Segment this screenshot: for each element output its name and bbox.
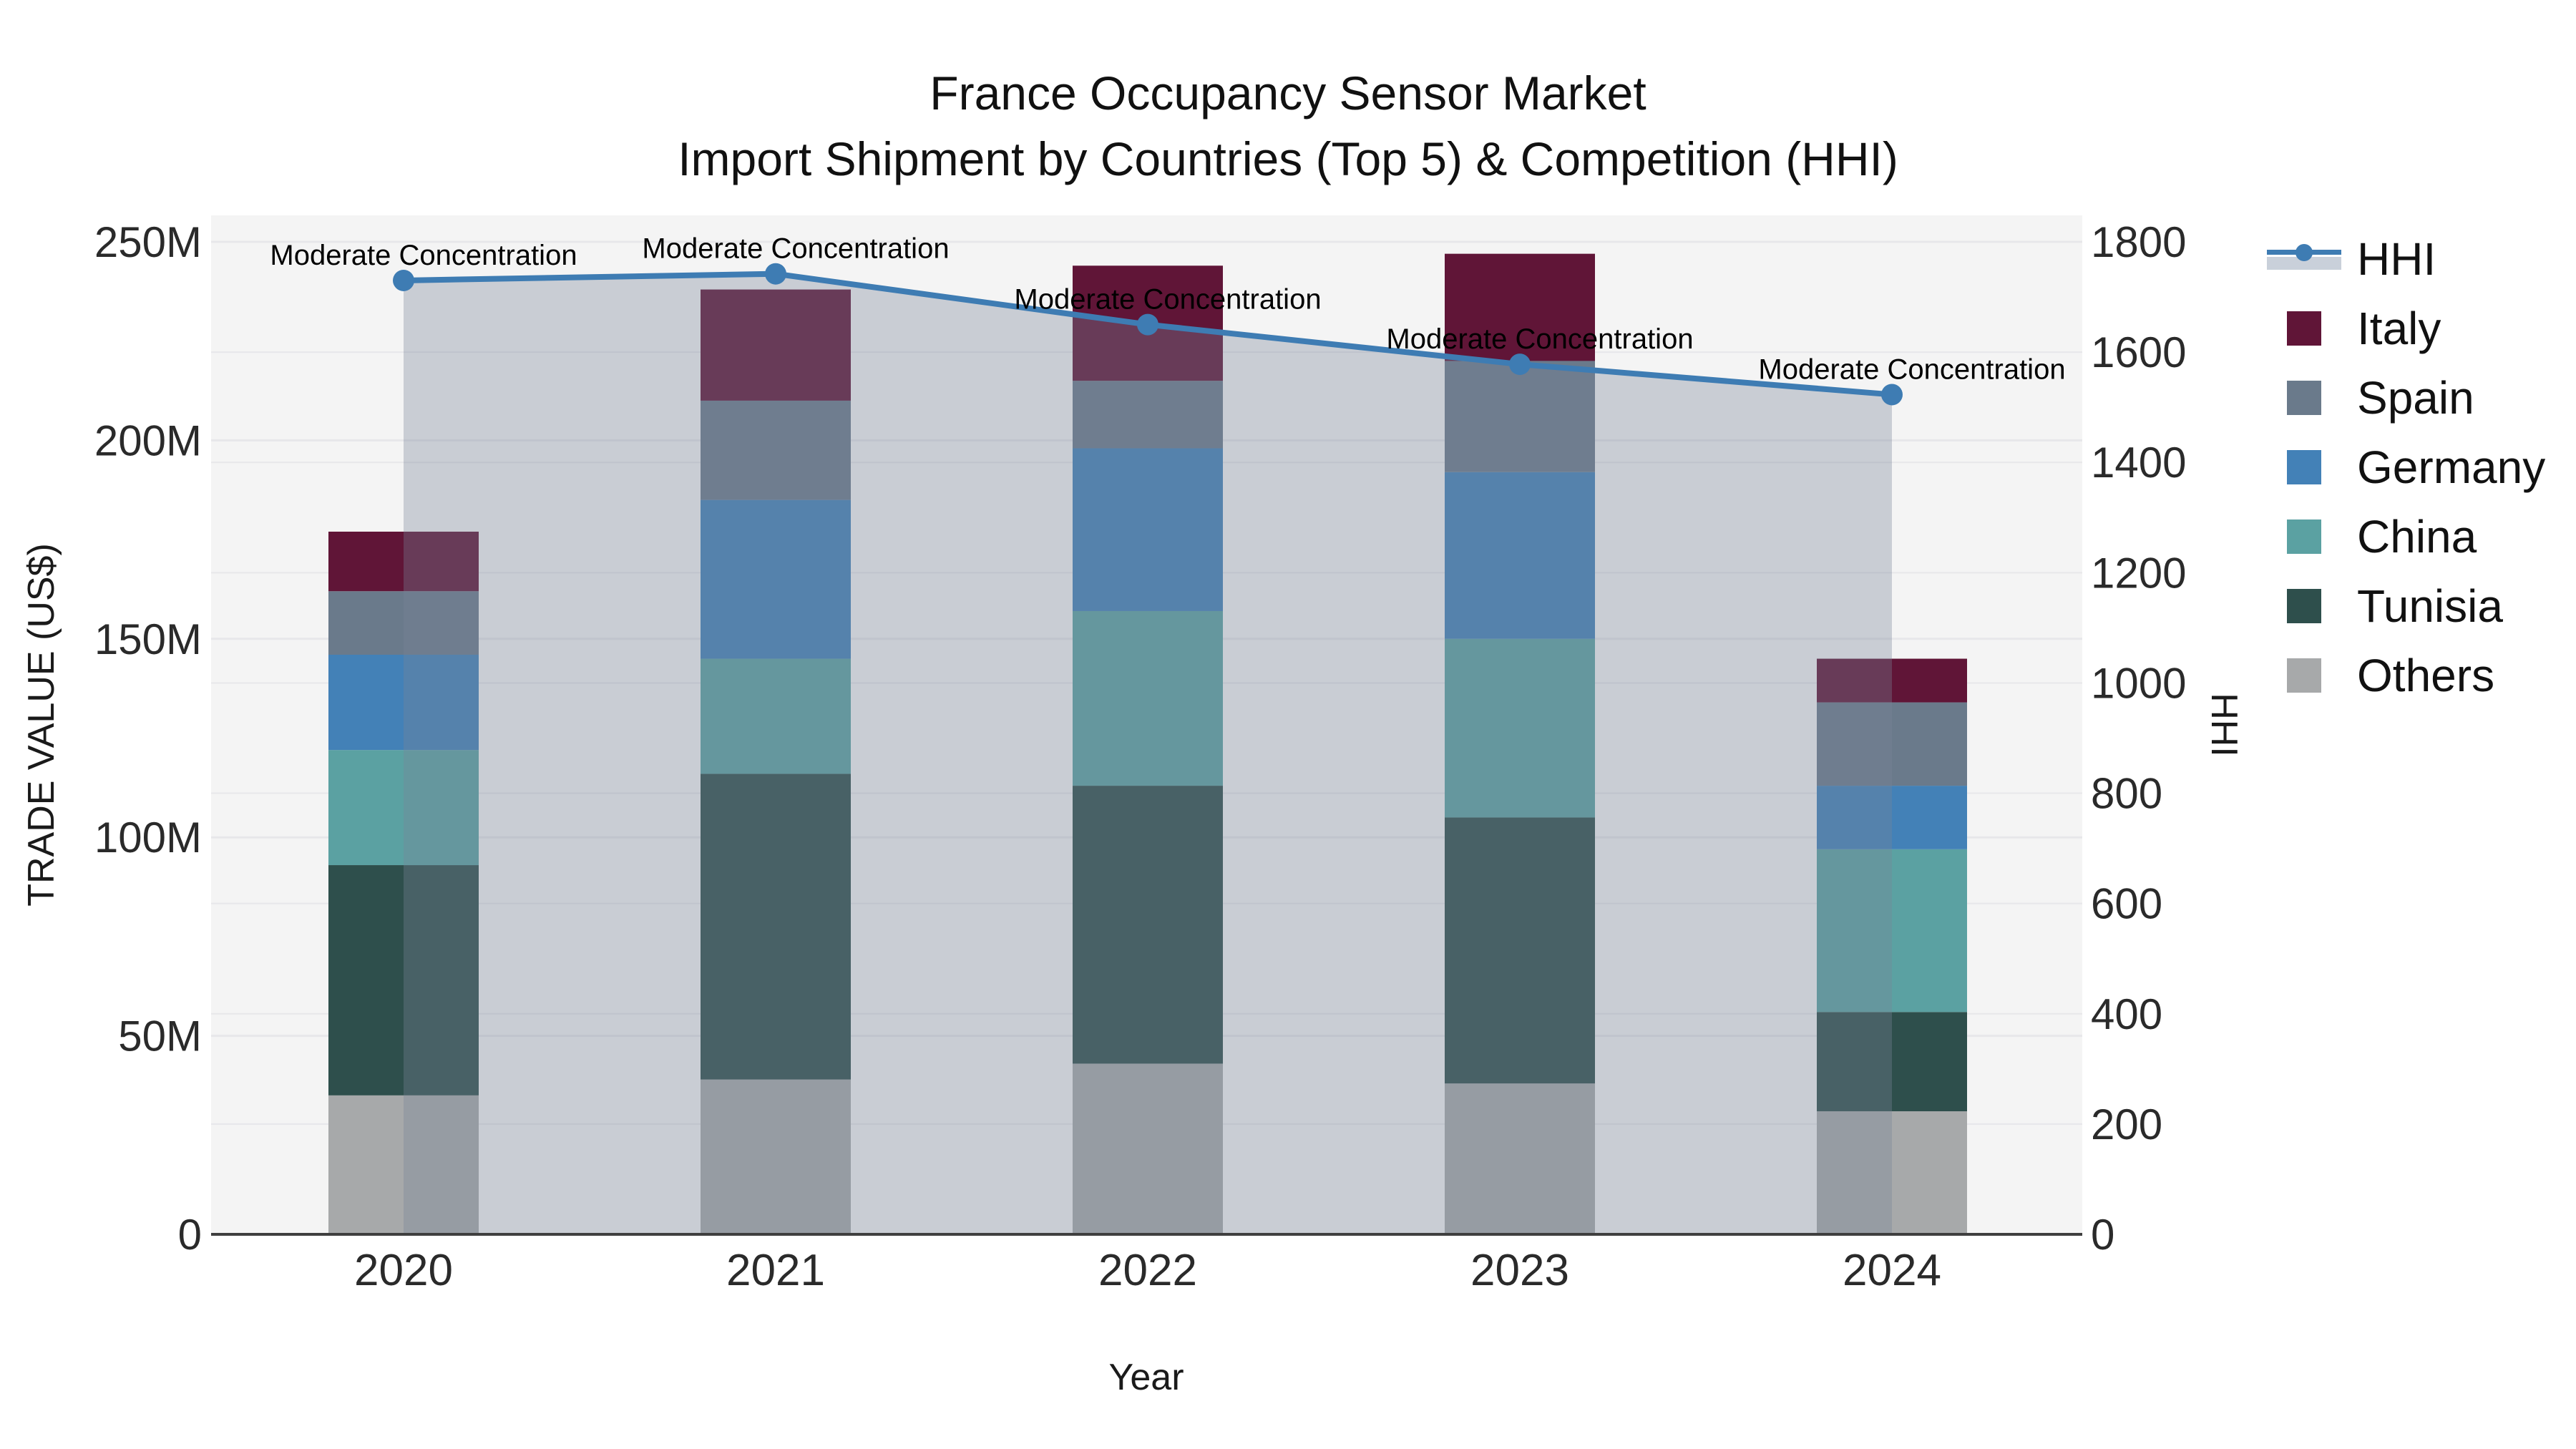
bar-segment-2023-china[interactable] xyxy=(1445,638,1595,818)
y-left-tick-250M: 250M xyxy=(94,218,202,266)
legend-item-tunisia[interactable]: Tunisia xyxy=(2261,580,2545,632)
y-right-tick-200: 200 xyxy=(2091,1101,2162,1148)
bar-segment-2021-others[interactable] xyxy=(701,1079,851,1234)
bar-segment-2024-tunisia[interactable] xyxy=(1817,1012,1967,1112)
legend-swatch-icon xyxy=(2261,450,2347,484)
x-tick-2021: 2021 xyxy=(726,1246,825,1295)
legend-swatch-icon xyxy=(2261,589,2347,623)
annotation-2023: Moderate Concentration xyxy=(1386,323,1693,355)
y-right-tick-400: 400 xyxy=(2091,990,2162,1038)
legend-label: Spain xyxy=(2357,372,2474,424)
chart-title: France Occupancy Sensor Market Import Sh… xyxy=(0,60,2576,192)
bar-segment-2022-germany[interactable] xyxy=(1073,448,1223,611)
bar-segment-2022-others[interactable] xyxy=(1073,1063,1223,1234)
hhi-line-swatch-icon xyxy=(2261,243,2347,275)
x-tick-2023: 2023 xyxy=(1470,1246,1569,1295)
bar-segment-2021-italy[interactable] xyxy=(701,289,851,401)
bar-segment-2020-spain[interactable] xyxy=(328,591,479,655)
x-axis-title: Year xyxy=(1108,1357,1184,1398)
y-right-tick-1600: 1600 xyxy=(2091,328,2186,376)
bar-segment-2023-tunisia[interactable] xyxy=(1445,817,1595,1084)
y-left-tick-100M: 100M xyxy=(94,814,202,862)
bar-segment-2023-italy[interactable] xyxy=(1445,253,1595,361)
bar-segment-2022-tunisia[interactable] xyxy=(1073,786,1223,1064)
x-tick-2020: 2020 xyxy=(354,1246,453,1295)
y-right-tick-800: 800 xyxy=(2091,770,2162,818)
bar-segment-2024-spain[interactable] xyxy=(1817,702,1967,786)
annotation-2022: Moderate Concentration xyxy=(1014,284,1321,316)
annotation-2024: Moderate Concentration xyxy=(1758,353,2065,385)
legend-item-spain[interactable]: Spain xyxy=(2261,372,2545,424)
y-right-tick-0: 0 xyxy=(2091,1211,2114,1259)
legend-label: Others xyxy=(2357,650,2495,701)
legend-swatch-icon xyxy=(2261,311,2347,346)
bar-segment-2021-spain[interactable] xyxy=(701,400,851,500)
y-right-tick-600: 600 xyxy=(2091,880,2162,928)
y-right-tick-1000: 1000 xyxy=(2091,659,2186,707)
bar-segment-2022-china[interactable] xyxy=(1073,610,1223,786)
legend-label: China xyxy=(2357,511,2477,562)
bar-segment-2021-tunisia[interactable] xyxy=(701,774,851,1080)
legend-item-china[interactable]: China xyxy=(2261,511,2545,562)
bar-segment-2024-others[interactable] xyxy=(1817,1111,1967,1234)
legend-label: Italy xyxy=(2357,303,2441,354)
bar-segment-2020-others[interactable] xyxy=(328,1095,479,1234)
bar-segment-2024-italy[interactable] xyxy=(1817,658,1967,703)
bar-segment-2020-tunisia[interactable] xyxy=(328,865,479,1096)
bar-segment-2021-germany[interactable] xyxy=(701,499,851,659)
hhi-area-fill xyxy=(404,273,1892,1234)
y-left-tick-150M: 150M xyxy=(94,615,202,663)
y-axis-left-title: TRADE VALUE (US$) xyxy=(21,543,62,907)
y-axis-right-title: HHI xyxy=(2203,693,2245,757)
legend-label: Tunisia xyxy=(2357,580,2503,632)
legend-item-others[interactable]: Others xyxy=(2261,650,2545,701)
bar-segment-2020-germany[interactable] xyxy=(328,654,479,751)
annotation-2020: Moderate Concentration xyxy=(270,240,577,271)
y-right-tick-1800: 1800 xyxy=(2091,218,2186,266)
bar-segment-2020-italy[interactable] xyxy=(328,532,479,592)
chart-title-line2: Import Shipment by Countries (Top 5) & C… xyxy=(678,132,1898,185)
hhi-marker-2020[interactable] xyxy=(393,269,414,291)
legend-label: HHI xyxy=(2357,233,2436,285)
y-left-tick-50M: 50M xyxy=(118,1013,202,1060)
bar-segment-2024-germany[interactable] xyxy=(1817,786,1967,849)
y-right-tick-1200: 1200 xyxy=(2091,549,2186,597)
bar-segment-2023-germany[interactable] xyxy=(1445,472,1595,639)
hhi-marker-2024[interactable] xyxy=(1881,384,1903,406)
legend: HHI Italy Spain Germany China Tunisia Others xyxy=(2261,233,2545,722)
bar-segment-2021-china[interactable] xyxy=(701,658,851,774)
y-left-tick-200M: 200M xyxy=(94,416,202,464)
legend-item-italy[interactable]: Italy xyxy=(2261,303,2545,354)
x-tick-2022: 2022 xyxy=(1098,1246,1197,1295)
legend-swatch-icon xyxy=(2261,381,2347,415)
bar-segment-2024-china[interactable] xyxy=(1817,849,1967,1013)
bar-segment-2022-spain[interactable] xyxy=(1073,381,1223,449)
legend-label: Germany xyxy=(2357,441,2546,493)
hhi-marker-2021[interactable] xyxy=(765,263,786,285)
chart-title-line1: France Occupancy Sensor Market xyxy=(930,67,1646,119)
y-left-tick-0: 0 xyxy=(178,1211,202,1259)
bar-segment-2023-spain[interactable] xyxy=(1445,361,1595,472)
legend-item-hhi[interactable]: HHI xyxy=(2261,233,2545,285)
hhi-marker-2022[interactable] xyxy=(1137,313,1158,336)
bar-segment-2020-china[interactable] xyxy=(328,750,479,866)
legend-swatch-icon xyxy=(2261,519,2347,554)
hhi-marker-2023[interactable] xyxy=(1509,353,1531,376)
bar-segment-2023-others[interactable] xyxy=(1445,1083,1595,1234)
y-right-tick-1400: 1400 xyxy=(2091,439,2186,487)
annotation-2021: Moderate Concentration xyxy=(642,233,949,265)
legend-swatch-icon xyxy=(2261,658,2347,693)
legend-item-germany[interactable]: Germany xyxy=(2261,441,2545,493)
x-tick-2024: 2024 xyxy=(1843,1246,1941,1295)
